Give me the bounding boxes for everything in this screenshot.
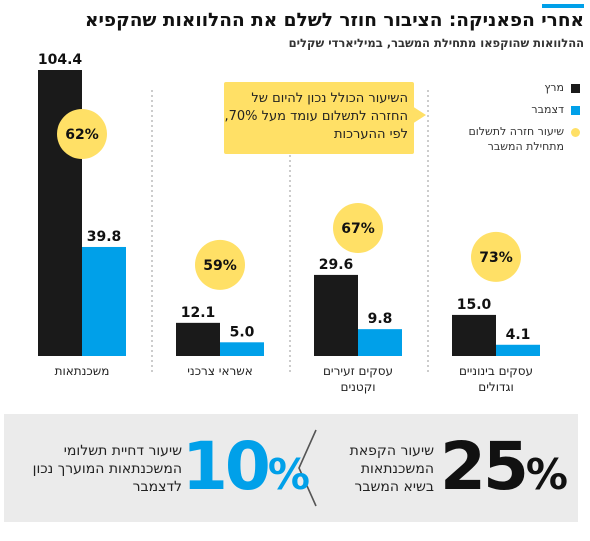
bar-december-mortgages	[82, 246, 126, 356]
return-rate-label-mortgages: 62%	[65, 127, 99, 143]
category-label-small-business: וקטנים	[340, 380, 375, 394]
legend-label-march: מרץ	[544, 81, 564, 94]
return-rate-circle-consumer-credit	[195, 239, 245, 290]
bar-december-small-business	[358, 329, 402, 356]
value-label-march-small-business: 29.6	[319, 257, 354, 273]
category-label-mortgages: משכנתאות	[55, 364, 110, 378]
deferral-rate-label: שיעור דחיית תשלומי המשכנתאות המוערך נכון…	[32, 443, 182, 495]
bar-december-consumer-credit	[220, 342, 264, 356]
return-rate-label-consumer-credit: 59%	[203, 258, 237, 274]
bar-march-large-business	[452, 314, 496, 356]
legend: מרץ דצמבר שיעור חזרה לתשלום מתחילת המשבר	[430, 80, 580, 160]
callout-text: השיעור הכולל נכון להיום של החזרה לתשלום …	[224, 91, 408, 142]
legend-item-december: דצמבר	[430, 102, 580, 120]
value-label-march-mortgages: 104.4	[38, 52, 83, 68]
return-rate-circle-small-business	[333, 203, 383, 253]
bar-march-consumer-credit	[176, 322, 220, 356]
legend-label-december: דצמבר	[531, 103, 564, 116]
bar-march-small-business	[314, 274, 358, 356]
return-rate-circle-large-business	[471, 231, 521, 282]
return-rate-circle-mortgages	[57, 109, 107, 159]
freeze-rate-number: 25%	[434, 422, 574, 520]
callout-box: השיעור הכולל נכון להיום של החזרה לתשלום …	[224, 82, 414, 154]
header-accent-bar	[542, 4, 584, 8]
category-label-large-business: עסקים בינוניים	[459, 364, 533, 378]
legend-swatch-december	[571, 106, 580, 115]
value-label-december-consumer-credit: 5.0	[230, 324, 255, 340]
return-rate-label-small-business: 67%	[341, 221, 375, 237]
value-label-march-consumer-credit: 12.1	[181, 305, 216, 321]
value-label-december-mortgages: 39.8	[87, 229, 122, 245]
freeze-rate-label: שיעור הקפאת המשכנתאות בשיא המשבר	[349, 443, 434, 495]
category-label-large-business: וגדולים	[478, 380, 514, 394]
category-label-consumer-credit: אשראי צרכני	[187, 364, 253, 378]
legend-item-march: מרץ	[430, 80, 580, 98]
category-label-small-business: עסקים זעירים	[323, 364, 393, 378]
stats-panel: 25% שיעור הקפאת המשכנתאות בשיא המשבר 10%…	[4, 414, 578, 522]
legend-swatch-march	[571, 84, 580, 93]
chart-title: אחרי הפאניקה: הציבור חוזר לשלם את ההלווא…	[85, 10, 584, 31]
bar-chart: 104.4 39.8 62% משכנתאות 12.1 5.0 59% אשראי צרכנ…	[38, 52, 540, 394]
value-label-march-large-business: 15.0	[457, 297, 492, 313]
value-label-december-large-business: 4.1	[506, 327, 531, 343]
return-rate-label-large-business: 73%	[479, 250, 513, 266]
chevron-left-icon	[298, 429, 317, 507]
deferral-rate-number: 10%	[182, 422, 310, 520]
legend-label-return-rate: שיעור חזרה לתשלום מתחילת המשבר	[468, 125, 564, 153]
deferral-rate-value: 10	[182, 428, 271, 505]
legend-item-return-rate: שיעור חזרה לתשלום מתחילת המשבר	[430, 124, 580, 156]
bar-december-large-business	[496, 344, 540, 356]
freeze-rate-value: 25	[440, 428, 529, 505]
freeze-rate-percent-sign: %	[525, 450, 568, 499]
deferral-rate-percent-sign: %	[267, 450, 310, 499]
callout-pointer	[412, 106, 426, 124]
value-label-december-small-business: 9.8	[368, 311, 393, 327]
legend-swatch-return-rate	[571, 128, 580, 137]
chart-subtitle: ההלוואות שהוקפאו מתחילת המשבר, במיליארדי…	[288, 36, 584, 50]
